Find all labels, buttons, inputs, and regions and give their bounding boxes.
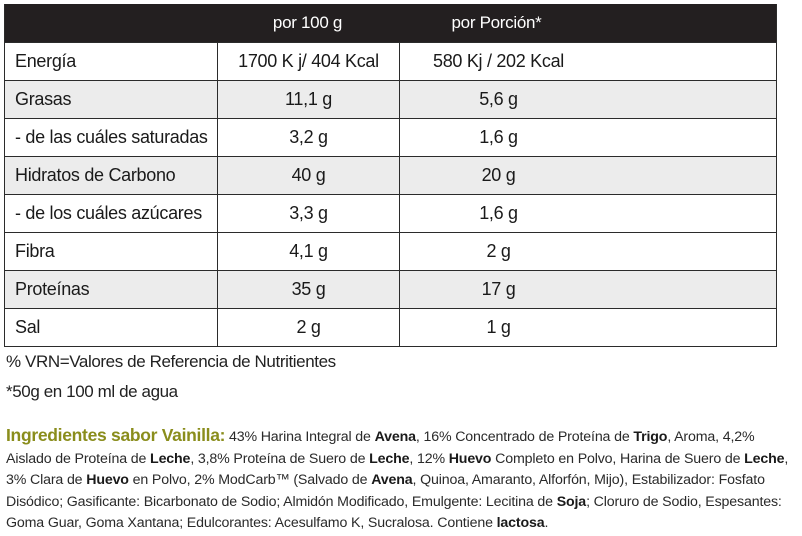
row-per-serving: 1 g	[399, 309, 597, 346]
allergen: Leche	[744, 450, 785, 467]
row-label: Fibra	[15, 241, 55, 261]
allergen: Huevo	[448, 450, 492, 467]
allergen: Leche	[369, 450, 410, 467]
row-per-serving: 17 g	[399, 271, 597, 308]
allergen: Huevo	[86, 472, 129, 489]
allergen: Soja	[556, 493, 587, 510]
ingredients-text: , Aroma, 4,2% Aislado de Proteína de	[6, 429, 755, 467]
vrn-note: % VRN=Valores de Referencia de Nutritien…	[6, 352, 336, 371]
ingredients-text: , 12%	[409, 450, 449, 467]
table-row: - de los cuáles azúcares 3,3 g 1,6 g	[5, 194, 776, 232]
ingredients-text: 43% Harina Integral de	[225, 429, 375, 445]
allergen: lactosa	[496, 515, 545, 532]
row-per-serving: 1,6 g	[399, 119, 597, 156]
ingredients-text: , Quinoa, Amaranto, Alforfón, Mijo), Est…	[6, 472, 765, 510]
row-per100: 3,2 g	[217, 119, 399, 156]
row-per100: 4,1 g	[217, 233, 399, 270]
row-per-serving: 20 g	[399, 157, 597, 194]
row-per100: 11,1 g	[217, 81, 399, 118]
table-row: Fibra 4,1 g 2 g	[5, 232, 776, 270]
allergen: Leche	[150, 450, 191, 467]
row-per100: 35 g	[217, 271, 399, 308]
table-row: - de las cuáles saturadas 3,2 g 1,6 g	[5, 118, 776, 156]
ingredients-text: en Polvo, 2% ModCarb™ (Salvado de	[128, 472, 372, 489]
ingredients-text: , 16% Concentrado de Proteína de	[415, 429, 634, 445]
row-label: Energía	[15, 51, 76, 71]
ingredients-paragraph: Ingredientes sabor Vainilla: 43% Harina …	[6, 425, 798, 535]
header-per-serving: por Porción*	[451, 13, 542, 32]
allergen: Trigo	[633, 429, 668, 445]
row-per-serving: 2 g	[399, 233, 597, 270]
table-row: Energía 1700 K j/ 404 Kcal 580 Kj / 202 …	[5, 42, 776, 80]
row-per100: 3,3 g	[217, 195, 399, 232]
table-header: por 100 g por Porción*	[5, 4, 776, 42]
table-row: Grasas 11,1 g 5,6 g	[5, 80, 776, 118]
ingredients-text: Completo en Polvo, Harina de Suero de	[491, 450, 745, 467]
row-per100: 40 g	[217, 157, 399, 194]
row-per-serving: 1,6 g	[399, 195, 597, 232]
header-per-100g: por 100 g	[272, 13, 343, 32]
table-row: Proteínas 35 g 17 g	[5, 270, 776, 308]
table-row: Sal 2 g 1 g	[5, 308, 776, 346]
ingredients-title: Ingredientes sabor Vainilla:	[6, 425, 226, 445]
ingredients-text: .	[544, 515, 549, 532]
nutrition-table: por 100 g por Porción* Energía 1700 K j/…	[4, 4, 777, 347]
row-label: Proteínas	[15, 279, 90, 299]
row-per-serving: 580 Kj / 202 Kcal	[399, 43, 597, 80]
row-per100: 1700 K j/ 404 Kcal	[217, 43, 399, 80]
row-label: Sal	[15, 317, 41, 337]
allergen: Avena	[371, 472, 413, 489]
row-label: - de las cuáles saturadas	[15, 127, 208, 147]
header-empty	[5, 4, 217, 42]
ingredients-text: , 3% Clara de	[6, 450, 789, 489]
row-per-serving: 5,6 g	[399, 81, 597, 118]
row-label: Hidratos de Carbono	[15, 165, 176, 185]
row-label: - de los cuáles azúcares	[15, 203, 202, 223]
allergen: Avena	[374, 429, 416, 445]
ingredients-text: , 3,8% Proteína de Suero de	[190, 450, 370, 467]
ingredients-text: ; Cloruro de Sodio, Espesantes: Goma Gua…	[6, 493, 782, 532]
row-per100: 2 g	[217, 309, 399, 346]
serving-note: *50g en 100 ml de agua	[6, 382, 178, 401]
table-row: Hidratos de Carbono 40 g 20 g	[5, 156, 776, 194]
row-label: Grasas	[15, 89, 72, 109]
